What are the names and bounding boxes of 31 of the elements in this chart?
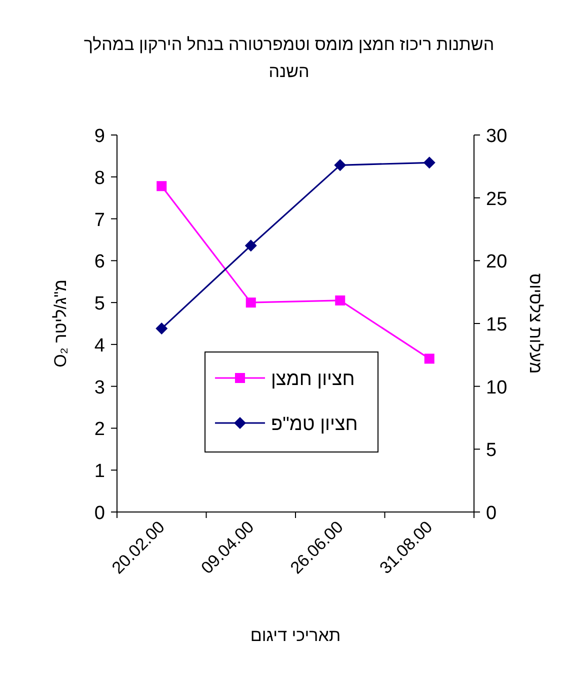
y2-tick-label: 15 xyxy=(486,314,508,336)
y-tick-label: 5 xyxy=(94,294,105,315)
y2-tick-label: 25 xyxy=(486,188,508,210)
title: השתנות ריכוז חמצן מומס וטמפרטורה בנחל הירקון במהלך השנה xyxy=(84,35,494,81)
point xyxy=(156,181,167,192)
y-tick-label: 2 xyxy=(94,419,105,440)
y-tick-label: 1 xyxy=(94,461,105,482)
y2-tick-label: 30 xyxy=(486,126,508,147)
y-tick-label: 0 xyxy=(94,503,105,524)
y2-tick-label: 20 xyxy=(486,252,508,273)
y-tick-label: 4 xyxy=(94,335,106,356)
y2-axis-title: מעלות צלסיוס xyxy=(526,273,545,374)
point xyxy=(334,159,346,172)
point xyxy=(424,354,434,364)
point xyxy=(335,295,346,306)
legend-label: חציון חמצן xyxy=(271,369,355,390)
legend-label: חציון טמ"פ xyxy=(271,414,358,435)
point xyxy=(246,298,256,308)
y-tick-label: 8 xyxy=(94,168,105,189)
point xyxy=(244,240,257,252)
y2-tick-label: 5 xyxy=(486,440,497,462)
point xyxy=(156,322,168,335)
y-axis-title: מ"ג/ליטר O₂ xyxy=(51,280,70,368)
y-tick-label: 6 xyxy=(94,252,105,273)
x-axis-title: תאריכי דיגום xyxy=(250,626,341,645)
point xyxy=(423,156,436,169)
y2-tick-label: 10 xyxy=(486,377,508,398)
y-tick-label: 7 xyxy=(94,210,105,231)
y-tick-label: 3 xyxy=(94,377,105,398)
y-tick-label: 9 xyxy=(94,126,105,147)
y2-tick-label: 0 xyxy=(486,503,497,524)
